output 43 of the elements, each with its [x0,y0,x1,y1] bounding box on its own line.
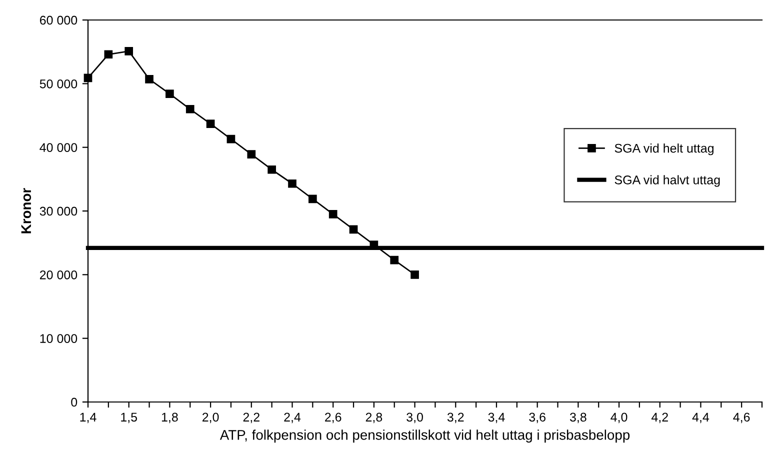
x-tick-label: 1,5 [121,412,138,424]
x-tick-label: 1,8 [162,412,178,424]
point [247,150,256,159]
x-tick-label: 4,0 [610,412,628,424]
y-axis-title: Kronor [21,188,32,234]
x-tick-label: 3,4 [488,412,505,424]
legend-label: SGA vid helt uttag [614,144,714,156]
y-tick-label: 30 000 [40,206,78,216]
point [268,165,276,174]
point [410,270,419,279]
point [186,104,194,114]
point [288,179,296,188]
point [328,210,338,218]
y-tick-label: 0 [71,398,78,407]
point [104,50,113,59]
point [308,194,317,204]
point [166,90,174,98]
point [145,75,154,84]
x-tick-label: 4,2 [651,412,668,424]
point [226,134,236,144]
y-tick-label: 10 000 [40,334,78,343]
point [390,256,399,264]
x-tick-label: 4,4 [692,412,710,424]
y-tick-label: 40 000 [40,143,78,152]
x-tick-label: 3,8 [570,412,586,424]
x-tick-label: 1,4 [80,412,96,424]
x-tick-label: 2,8 [366,412,382,424]
point [349,225,358,234]
x-axis-title: ATP, folkpension och pensionstillskott vid helt uttag i prisbasbelopp [220,430,630,443]
x-tick-label: 2,0 [202,412,219,424]
y-tick-label: 50 000 [40,79,78,88]
x-tick-label: 3,2 [447,412,464,424]
point [206,120,215,128]
legend-label: SGA vid halvt uttag [614,175,720,187]
x-tick-label: 2,6 [325,412,342,424]
x-tick-label: 4,6 [733,412,750,424]
x-tick-label: 3,0 [406,412,423,424]
x-tick-label: 2,4 [284,412,301,424]
y-tick-label: 60 000 [40,16,78,25]
point [124,47,134,56]
y-tick-label: 20 000 [40,270,78,280]
x-tick-label: 2,2 [243,412,260,424]
x-tick-label: 3,6 [529,412,546,424]
